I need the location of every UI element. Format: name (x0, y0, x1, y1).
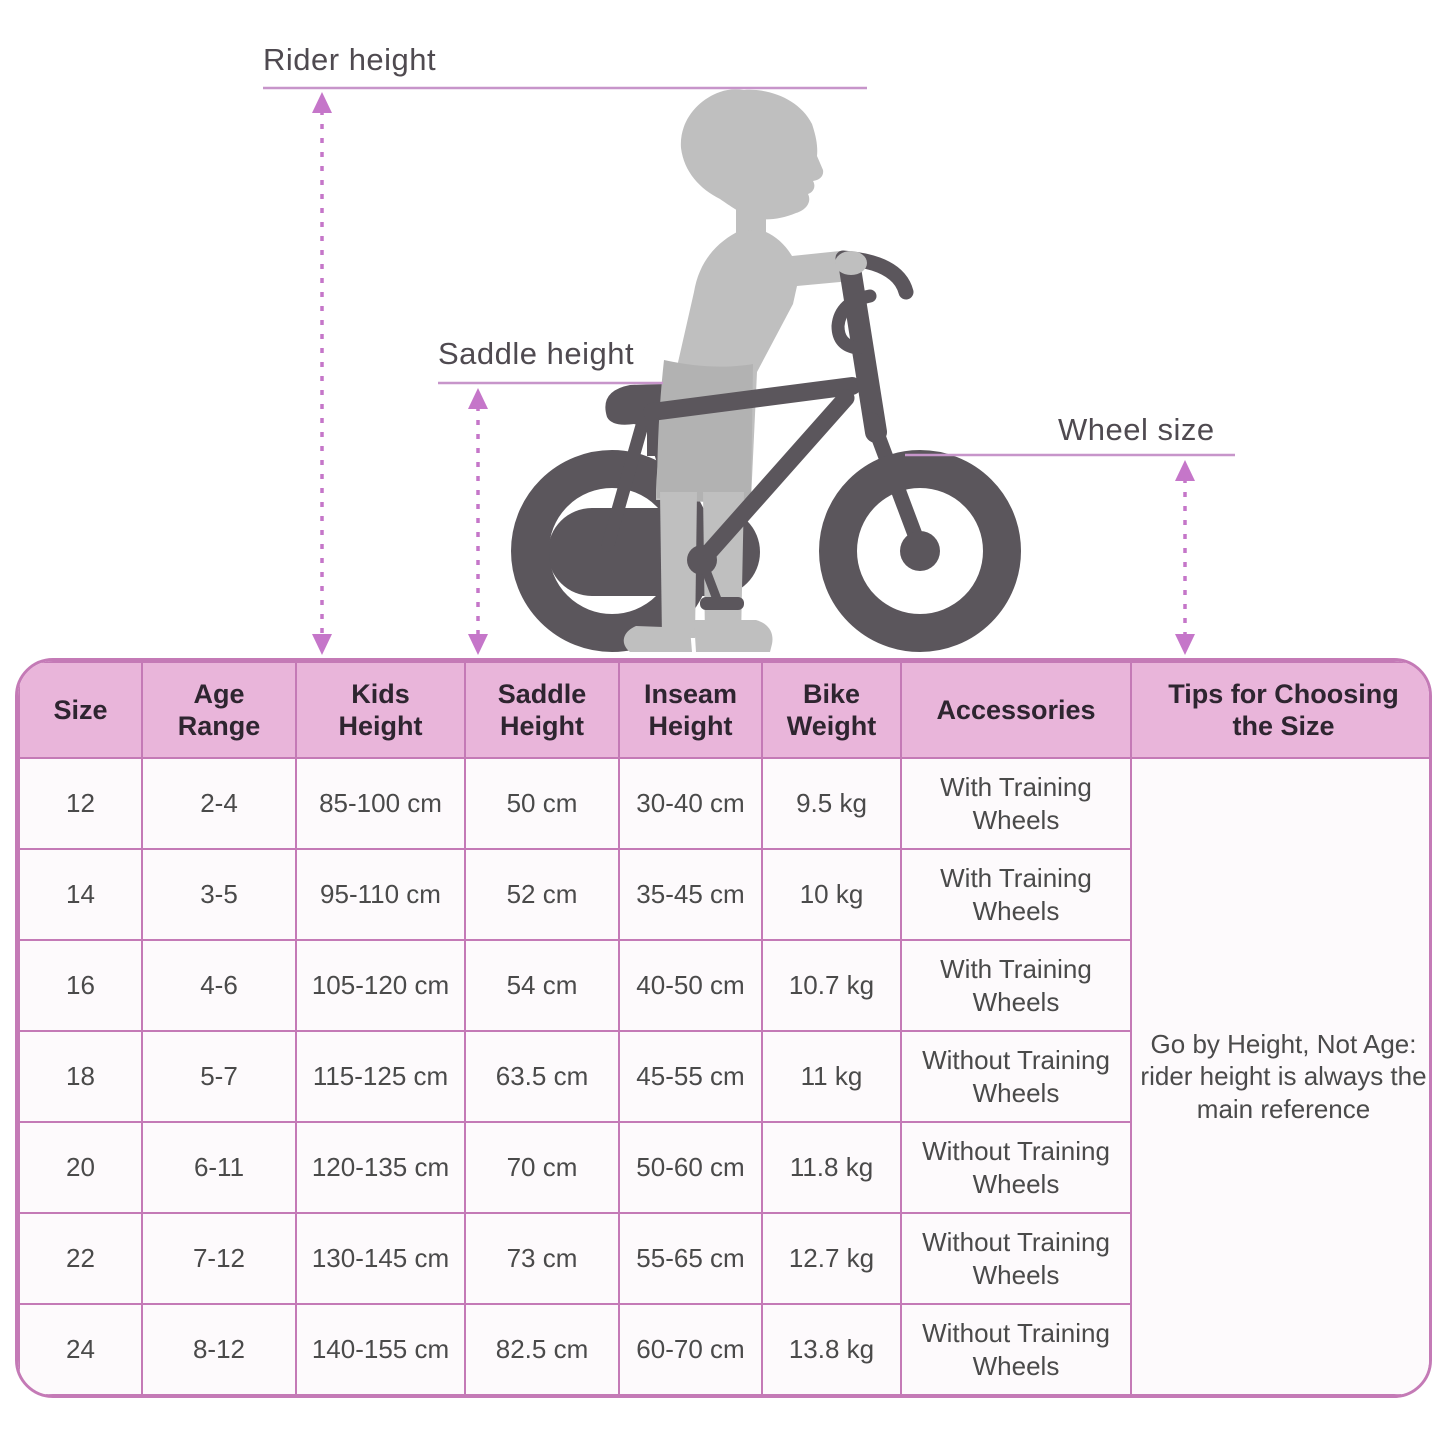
cell-age-range: 5-7 (141, 1030, 297, 1123)
cell-inseam-height: 40-50 cm (618, 939, 763, 1032)
wheel-arrowhead-down (1175, 634, 1195, 655)
cell-age-range: 7-12 (141, 1212, 297, 1305)
header-inseam-height: Inseam Height (618, 661, 763, 759)
cell-age-range: 8-12 (141, 1303, 297, 1395)
cell-kids-height: 85-100 cm (295, 757, 466, 850)
cell-kids-height: 130-145 cm (295, 1212, 466, 1305)
cell-saddle-height: 82.5 cm (464, 1303, 620, 1395)
cell-size: 12 (18, 757, 143, 850)
cell-bike-weight: 10 kg (761, 848, 902, 941)
bike-and-child-illustration (263, 86, 1235, 655)
child-back-leg (660, 492, 697, 638)
down-tube (695, 389, 855, 567)
table-header-row: Size Age Range Kids Height Saddle Height… (18, 661, 1429, 759)
cell-accessories: With Training Wheels (900, 848, 1132, 941)
cell-kids-height: 115-125 cm (295, 1030, 466, 1123)
wheel-size-label: Wheel size (1058, 412, 1215, 447)
cell-accessories: Without Training Wheels (900, 1212, 1132, 1305)
cell-saddle-height: 52 cm (464, 848, 620, 941)
cell-bike-weight: 9.5 kg (761, 757, 902, 850)
child-shorts (657, 360, 753, 502)
front-wheel (819, 450, 1021, 652)
saddle-height-label: Saddle height (438, 336, 635, 371)
header-age-range: Age Range (141, 661, 297, 759)
table-row: 14 3-5 95-110 cm 52 cm 35-45 cm 10 kg Wi… (18, 848, 1429, 941)
rider-height-label: Rider height (263, 42, 437, 77)
header-saddle-height: Saddle Height (464, 661, 620, 759)
table-row: 12 2-4 85-100 cm 50 cm 30-40 cm 9.5 kg W… (18, 757, 1429, 1395)
table-row: 22 7-12 130-145 cm 73 cm 55-65 cm 12.7 k… (18, 1212, 1429, 1305)
size-chart-table-container: Size Age Range Kids Height Saddle Height… (15, 658, 1432, 1398)
front-hub (900, 531, 940, 571)
cell-size: 20 (18, 1121, 143, 1214)
cell-size: 14 (18, 848, 143, 941)
cell-kids-height: 105-120 cm (295, 939, 466, 1032)
bike-front-silhouette (643, 250, 1021, 652)
cell-accessories: With Training Wheels (900, 757, 1132, 850)
table-row: 24 8-12 140-155 cm 82.5 cm 60-70 cm 13.8… (18, 1303, 1429, 1395)
cell-size: 24 (18, 1303, 143, 1395)
cell-inseam-height: 30-40 cm (618, 757, 763, 850)
header-accessories: Accessories (900, 661, 1132, 759)
measurement-lines (263, 86, 1235, 457)
cell-tips: Go by Height, Not Age: rider height is a… (1130, 757, 1429, 1395)
cell-size: 18 (18, 1030, 143, 1123)
cell-accessories: Without Training Wheels (900, 1030, 1132, 1123)
cell-inseam-height: 45-55 cm (618, 1030, 763, 1123)
cell-saddle-height: 50 cm (464, 757, 620, 850)
cell-kids-height: 120-135 cm (295, 1121, 466, 1214)
cell-bike-weight: 11.8 kg (761, 1121, 902, 1214)
cell-age-range: 2-4 (141, 757, 297, 850)
table-row: 18 5-7 115-125 cm 63.5 cm 45-55 cm 11 kg… (18, 1030, 1429, 1123)
wheel-arrowhead-up (1175, 460, 1195, 481)
cell-inseam-height: 35-45 cm (618, 848, 763, 941)
saddle-arrowhead-down (468, 634, 488, 655)
header-bike-weight: Bike Weight (761, 661, 902, 759)
cell-age-range: 4-6 (141, 939, 297, 1032)
cell-bike-weight: 10.7 kg (761, 939, 902, 1032)
measurement-arrows (312, 92, 1195, 655)
rider-arrowhead-down (312, 634, 332, 655)
child-front-shoe (694, 620, 773, 652)
cell-accessories: Without Training Wheels (900, 1303, 1132, 1395)
cell-inseam-height: 50-60 cm (618, 1121, 763, 1214)
seat-stay-tube (601, 408, 652, 552)
child-head-helmet (680, 89, 824, 220)
saddle-arrowhead-up (468, 388, 488, 409)
cell-accessories: With Training Wheels (900, 939, 1132, 1032)
cell-saddle-height: 54 cm (464, 939, 620, 1032)
cell-saddle-height: 63.5 cm (464, 1030, 620, 1123)
cell-bike-weight: 13.8 kg (761, 1303, 902, 1395)
header-size: Size (18, 661, 143, 759)
cell-saddle-height: 70 cm (464, 1121, 620, 1214)
child-hand (835, 251, 867, 275)
size-chart-table: Size Age Range Kids Height Saddle Height… (18, 661, 1429, 1395)
cell-kids-height: 140-155 cm (295, 1303, 466, 1395)
handlebar-lower-curve (831, 289, 877, 355)
cell-saddle-height: 73 cm (464, 1212, 620, 1305)
cell-size: 22 (18, 1212, 143, 1305)
cell-accessories: Without Training Wheels (900, 1121, 1132, 1214)
cell-age-range: 3-5 (141, 848, 297, 941)
cell-bike-weight: 12.7 kg (761, 1212, 902, 1305)
cell-bike-weight: 11 kg (761, 1030, 902, 1123)
child-silhouette (623, 89, 857, 652)
top-tube (643, 377, 861, 421)
table-row: 16 4-6 105-120 cm 54 cm 40-50 cm 10.7 kg… (18, 939, 1429, 1032)
rider-arrowhead-up (312, 92, 332, 113)
pedal-arm (697, 555, 723, 607)
cell-age-range: 6-11 (141, 1121, 297, 1214)
bike-fit-diagram: Rider height Saddle height Wheel size (0, 0, 1445, 658)
header-tips: Tips for Choosing the Size (1130, 661, 1429, 759)
table-row: 20 6-11 120-135 cm 70 cm 50-60 cm 11.8 k… (18, 1121, 1429, 1214)
cell-kids-height: 95-110 cm (295, 848, 466, 941)
cell-inseam-height: 60-70 cm (618, 1303, 763, 1395)
cell-inseam-height: 55-65 cm (618, 1212, 763, 1305)
cell-size: 16 (18, 939, 143, 1032)
child-back-shoe (623, 626, 692, 652)
header-kids-height: Kids Height (295, 661, 466, 759)
pedal (700, 597, 744, 610)
